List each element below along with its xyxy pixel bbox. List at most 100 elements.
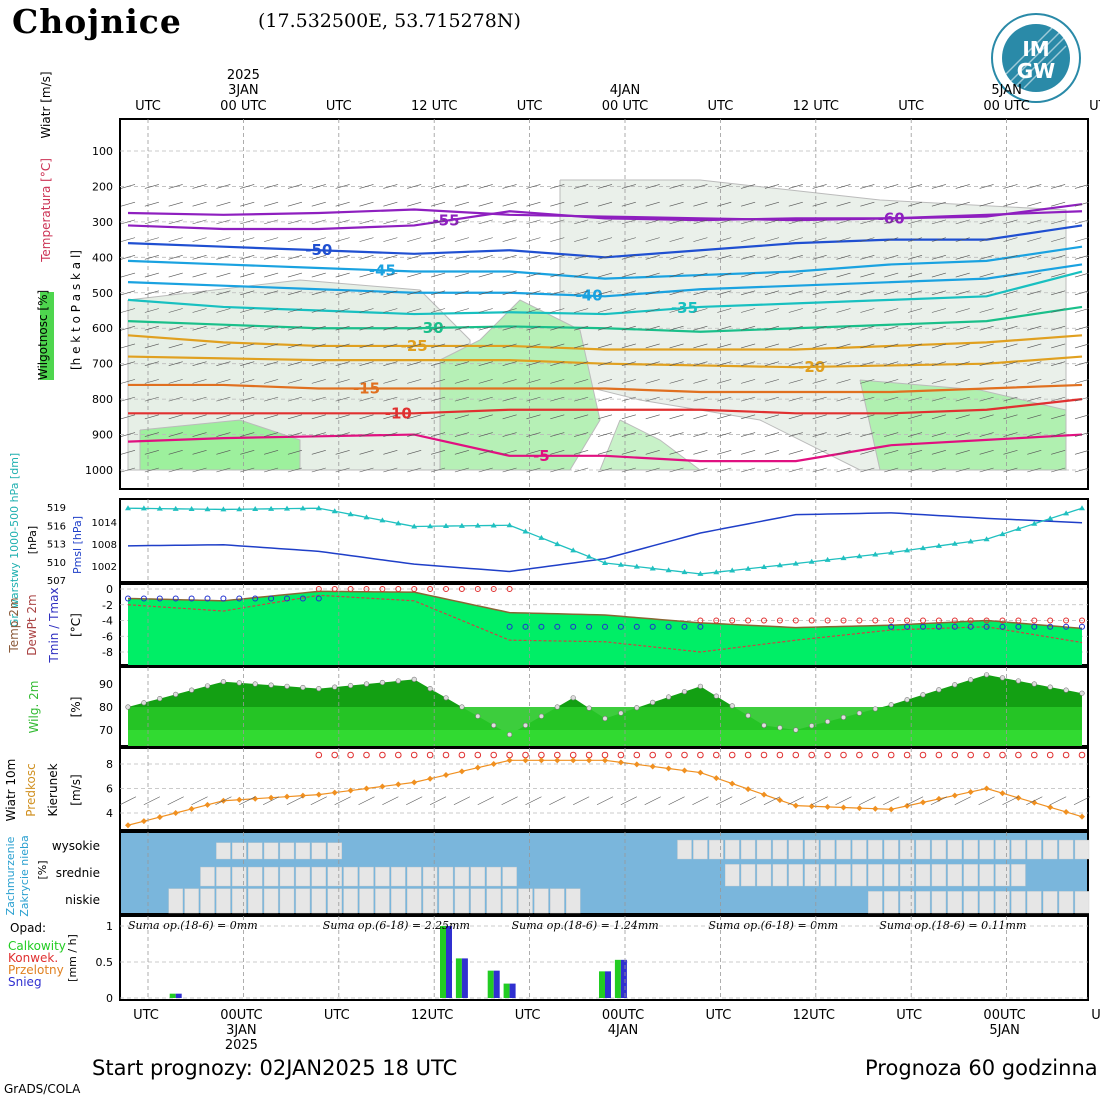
upper-pressure-label: [h e k t o P a s k a l] (69, 250, 83, 370)
isotherm-label: -55 (432, 212, 459, 230)
wind-barb (788, 396, 803, 402)
wind-gust-point (744, 751, 752, 759)
wind-barb (430, 290, 446, 296)
wind-barb (407, 184, 422, 189)
wind-barb (216, 414, 231, 420)
cloud-cover-bar (232, 888, 247, 914)
wind-barb (1051, 379, 1066, 384)
logo-text-bottom: GW (1017, 59, 1055, 83)
wind-barb (311, 201, 326, 207)
isotherm-label: -5 (533, 447, 550, 465)
rh-point (538, 713, 545, 719)
wind-barb (120, 308, 136, 313)
wind-direction-barb (930, 796, 948, 806)
wind-barb (240, 237, 255, 242)
wind-barb (526, 272, 541, 278)
wind-barb (168, 432, 183, 437)
wind-barb (120, 184, 136, 189)
wind-barb (1074, 414, 1090, 420)
wind-barb (1027, 325, 1042, 331)
wind-barb (1027, 467, 1042, 473)
wind-barb (788, 379, 803, 384)
wind-barb (884, 308, 899, 313)
cloud-cover-bar (836, 864, 851, 887)
cloud-cover-bar (359, 866, 374, 887)
wind-barb (860, 184, 875, 189)
wind-barb (502, 396, 517, 402)
tmin-point (268, 595, 275, 602)
wind-barb (1003, 467, 1018, 473)
wind-barb (192, 343, 207, 349)
wind-barb (931, 184, 946, 189)
cloud-cover-bar (820, 864, 835, 887)
tmax-point (935, 617, 942, 624)
wind-barb (860, 290, 875, 296)
wind-barb (1074, 272, 1090, 278)
wind-speed-point (140, 818, 147, 825)
wind-barb (478, 467, 493, 473)
wind-direction-barb (549, 796, 566, 806)
cloud-unit-label: [%] (36, 860, 49, 879)
rh-point (777, 725, 783, 731)
cloud-cover-bar (518, 888, 533, 914)
wind-speed-point (602, 757, 608, 764)
wind-barb (359, 201, 374, 207)
wind-barb (860, 219, 875, 225)
tmin-point (284, 595, 290, 602)
tmax-point (506, 586, 513, 592)
wind-barb (693, 432, 708, 437)
wind-barb (574, 379, 589, 384)
thickness-point (904, 547, 911, 553)
tmax-point (490, 586, 497, 592)
wind-speed-point (633, 761, 640, 768)
wind-gust-point (347, 751, 354, 759)
wind-speed-label: Predkosc (24, 763, 38, 816)
wind-barb (907, 272, 923, 278)
tmin-point (538, 623, 545, 630)
wind-barb (979, 379, 994, 384)
rh-point (1031, 681, 1037, 687)
wind-speed-point (395, 781, 402, 788)
wind-barb (741, 237, 756, 242)
wind-barb (287, 396, 303, 402)
wind-barb (645, 467, 660, 473)
tmin-point (935, 623, 942, 630)
cloud-cover-bar (899, 891, 915, 914)
wind-barb (836, 272, 851, 278)
wind-direction-barb (906, 796, 924, 806)
wind-barb (741, 255, 756, 260)
wind-speed-point (840, 804, 847, 811)
rh-point (411, 676, 417, 683)
wind-barb (430, 379, 446, 384)
wind-barb (526, 432, 541, 437)
wind-barb (717, 467, 732, 473)
wind-barb (597, 379, 613, 384)
wind-direction-barb (835, 796, 852, 806)
wind-barb (1051, 467, 1066, 473)
wind-barb (1027, 201, 1042, 207)
wind-barb (430, 396, 446, 402)
wind-barb (240, 361, 255, 366)
wind-speed-point (522, 757, 529, 764)
tmin-point (1015, 623, 1022, 630)
wind-barb (478, 361, 493, 366)
wind-direction-barb (143, 796, 160, 806)
wind-barb (287, 272, 303, 278)
rh-point (602, 715, 608, 722)
wind-speed-point (920, 799, 926, 806)
wind-barb (407, 467, 422, 473)
cloud-cover-bar (216, 866, 231, 887)
wind-barb (1074, 361, 1090, 366)
wind-barb (454, 272, 469, 278)
wind-barb (120, 272, 136, 278)
wind-barb (454, 361, 469, 366)
precip-snow-bar (175, 993, 182, 998)
wind-barb (383, 255, 398, 260)
wind-barb (526, 361, 541, 366)
top-time-tick: UTC (898, 99, 924, 114)
tmax-point (347, 586, 354, 592)
wind-barb (311, 219, 326, 225)
rh-point (427, 685, 433, 692)
wind-barb (669, 255, 684, 260)
wind-barb (860, 449, 875, 455)
